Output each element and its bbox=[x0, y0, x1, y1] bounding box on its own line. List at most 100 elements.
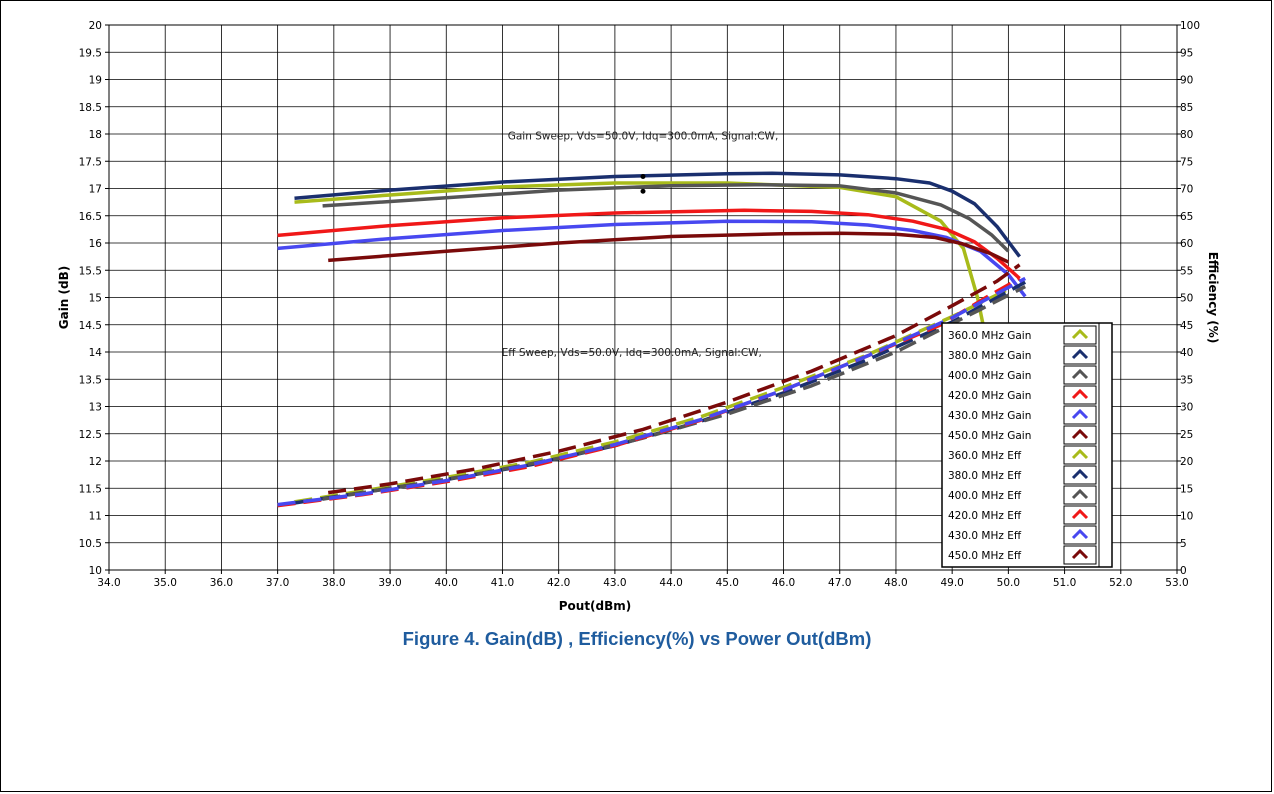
x-tick-label: 53.0 bbox=[1165, 577, 1188, 589]
legend-swatch bbox=[1063, 505, 1097, 525]
y-tick-label: 11 bbox=[89, 511, 102, 523]
y-tick-label: 13.5 bbox=[79, 374, 102, 386]
legend-swatch bbox=[1063, 425, 1097, 445]
y2-tick-label: 0 bbox=[1180, 565, 1187, 577]
series-line-380-0-mhz-gain bbox=[294, 171, 1021, 258]
legend-swatch bbox=[1063, 525, 1097, 545]
y2-tick-label: 95 bbox=[1180, 47, 1193, 59]
y-tick-label: 19 bbox=[89, 75, 102, 87]
legend-label: 380.0 MHz Gain bbox=[948, 350, 1031, 362]
x-tick-label: 37.0 bbox=[266, 577, 289, 589]
legend-swatch bbox=[1063, 405, 1097, 425]
y2-tick-label: 60 bbox=[1180, 238, 1193, 250]
y-tick-label: 20 bbox=[89, 20, 102, 32]
y-tick-label: 16.5 bbox=[79, 211, 102, 223]
x-axis-label: Pout(dBm) bbox=[559, 599, 632, 613]
y-tick-label: 10 bbox=[89, 565, 102, 577]
y2-tick-label: 30 bbox=[1180, 402, 1193, 414]
legend-label: 450.0 MHz Gain bbox=[948, 430, 1031, 442]
series-line-430-0-mhz-eff bbox=[277, 276, 1027, 507]
y2-tick-label: 50 bbox=[1180, 293, 1193, 305]
series-line-360-0-mhz-gain bbox=[294, 181, 998, 396]
y2-tick-label: 25 bbox=[1180, 429, 1193, 441]
y-axis-label: Gain (dB) bbox=[57, 266, 71, 330]
legend-swatch bbox=[1063, 485, 1097, 505]
x-tick-label: 49.0 bbox=[940, 577, 963, 589]
gain-efficiency-chart: 34.0 35.0 36.0 37.0 38.0 39.0 40.0 41.0 42.0 43.0… bbox=[57, 20, 1220, 613]
y2-tick-label: 55 bbox=[1180, 265, 1193, 277]
series-line-450-0-mhz-eff bbox=[327, 263, 1021, 495]
legend-swatch bbox=[1063, 545, 1097, 565]
series-line-400-0-mhz-gain bbox=[322, 182, 1010, 253]
legend-label: 450.0 MHz Eff bbox=[948, 550, 1022, 562]
y-tick-label: 12.5 bbox=[79, 429, 102, 441]
y2-axis-label: Efficiency (%) bbox=[1206, 252, 1220, 344]
y-tick-label: 18.5 bbox=[79, 102, 102, 114]
x-tick-label: 47.0 bbox=[828, 577, 851, 589]
x-tick-label: 42.0 bbox=[547, 577, 570, 589]
y-tick-label: 14.5 bbox=[79, 320, 102, 332]
axis-ticks: 34.0 35.0 36.0 37.0 38.0 39.0 40.0 41.0 42.0 43.0… bbox=[79, 20, 1200, 589]
y-tick-label: 19.5 bbox=[79, 47, 102, 59]
y2-tick-label: 90 bbox=[1180, 75, 1193, 87]
x-tick-label: 45.0 bbox=[716, 577, 739, 589]
x-tick-label: 52.0 bbox=[1109, 577, 1132, 589]
series-line-420-0-mhz-gain bbox=[277, 208, 1021, 280]
y-tick-label: 17.5 bbox=[79, 156, 102, 168]
eff-sweep-annotation: Eff Sweep, Vds=50.0V, Idq=300.0mA, Signa… bbox=[502, 347, 762, 359]
x-tick-label: 50.0 bbox=[997, 577, 1020, 589]
y2-tick-label: 15 bbox=[1180, 483, 1193, 495]
legend-label: 400.0 MHz Gain bbox=[948, 370, 1031, 382]
y-tick-label: 10.5 bbox=[79, 538, 102, 550]
legend-label: 420.0 MHz Gain bbox=[948, 390, 1031, 402]
grid bbox=[108, 24, 1178, 571]
x-tick-label: 43.0 bbox=[603, 577, 626, 589]
x-tick-label: 39.0 bbox=[378, 577, 401, 589]
cursor-dot bbox=[640, 188, 646, 194]
cursor-markers bbox=[640, 174, 646, 194]
y2-tick-label: 85 bbox=[1180, 102, 1193, 114]
legend-swatch bbox=[1063, 465, 1097, 485]
x-tick-label: 38.0 bbox=[322, 577, 345, 589]
legend-swatch bbox=[1063, 365, 1097, 385]
series-line-420-0-mhz-eff bbox=[277, 276, 1021, 508]
gain-sweep-annotation: Gain Sweep, Vds=50.0V, Idq=300.0mA, Sign… bbox=[508, 131, 779, 143]
cursor-dot bbox=[640, 174, 646, 180]
series-line-450-0-mhz-gain bbox=[328, 231, 1010, 264]
x-tick-label: 51.0 bbox=[1053, 577, 1076, 589]
legend-swatch bbox=[1063, 325, 1097, 345]
figure-caption: Figure 4. Gain(dB) , Efficiency(%) vs Po… bbox=[402, 628, 872, 649]
legend-label: 360.0 MHz Gain bbox=[948, 330, 1031, 342]
legend-swatch bbox=[1063, 385, 1097, 405]
y2-tick-label: 10 bbox=[1180, 511, 1193, 523]
y2-tick-label: 65 bbox=[1180, 211, 1193, 223]
x-tick-label: 48.0 bbox=[884, 577, 907, 589]
y-tick-label: 12 bbox=[89, 456, 102, 468]
y2-tick-label: 35 bbox=[1180, 374, 1193, 386]
series-line-400-0-mhz-eff bbox=[322, 285, 1026, 501]
legend-label: 360.0 MHz Eff bbox=[948, 450, 1022, 462]
x-tick-label: 41.0 bbox=[491, 577, 514, 589]
y2-tick-label: 80 bbox=[1180, 129, 1193, 141]
x-tick-label: 36.0 bbox=[210, 577, 233, 589]
series-line-380-0-mhz-eff bbox=[294, 280, 1027, 505]
legend-label: 420.0 MHz Eff bbox=[948, 510, 1022, 522]
legend-label: 400.0 MHz Eff bbox=[948, 490, 1022, 502]
y2-tick-label: 20 bbox=[1180, 456, 1193, 468]
series-lines bbox=[277, 171, 1027, 508]
x-tick-label: 46.0 bbox=[772, 577, 795, 589]
y2-tick-label: 75 bbox=[1180, 156, 1193, 168]
y2-tick-label: 40 bbox=[1180, 347, 1193, 359]
legend: 360.0 MHz Gain 380.0 MHz Gain 400.0 MHz Ga… bbox=[941, 322, 1113, 568]
y2-tick-label: 100 bbox=[1180, 20, 1200, 32]
y-tick-label: 11.5 bbox=[79, 483, 102, 495]
y-tick-label: 14 bbox=[89, 347, 103, 359]
y-tick-label: 15 bbox=[89, 293, 102, 305]
legend-label: 430.0 MHz Eff bbox=[948, 530, 1022, 542]
legend-label: 380.0 MHz Eff bbox=[948, 470, 1022, 482]
legend-swatch bbox=[1063, 445, 1097, 465]
y-tick-label: 16 bbox=[89, 238, 103, 250]
y-tick-label: 18 bbox=[89, 129, 102, 141]
y-tick-label: 15.5 bbox=[79, 265, 102, 277]
